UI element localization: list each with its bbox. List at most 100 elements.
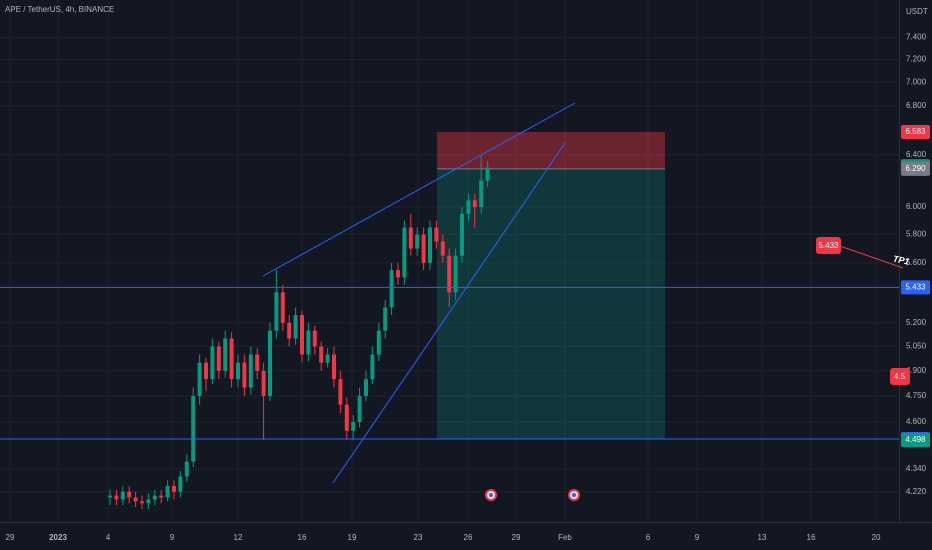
candle-body <box>274 292 279 331</box>
y-tick-label: 4.900 <box>906 366 927 375</box>
x-tick-label: 26 <box>464 533 473 542</box>
candle-body <box>357 396 362 422</box>
candle-body <box>472 200 477 208</box>
currency: USDT <box>906 7 928 16</box>
x-tick-label: 4 <box>106 533 111 542</box>
position-tool <box>437 132 665 440</box>
candle-body <box>268 330 272 397</box>
candle-body <box>332 354 336 380</box>
candle-body <box>447 255 452 293</box>
tp-label: 5.433 <box>818 241 839 250</box>
candle-body <box>204 362 208 380</box>
tp-line <box>839 245 904 269</box>
x-tick-label: 29 <box>512 533 521 542</box>
candles <box>108 154 490 510</box>
candle-body <box>184 461 189 477</box>
tp-text: TP1 <box>892 253 910 266</box>
candle-body <box>453 255 458 293</box>
candle-body <box>351 421 356 431</box>
x-tick-label: 16 <box>298 533 307 542</box>
x-tick-label: 23 <box>414 533 423 542</box>
candle-body <box>312 330 317 347</box>
y-tick-label: 5.600 <box>906 258 927 267</box>
price-label-box <box>901 280 930 295</box>
price-label-box <box>901 433 930 448</box>
target-zone <box>437 168 665 440</box>
y-tick-label: 4.600 <box>906 417 927 426</box>
candle-body <box>364 379 368 397</box>
candle-body <box>120 491 125 500</box>
candle-body <box>466 200 471 214</box>
candle-body <box>159 495 164 498</box>
candle-body <box>108 495 112 498</box>
candle-body <box>280 292 285 323</box>
candle-body <box>127 491 132 498</box>
candle-body <box>229 338 234 380</box>
x-tick-label: 13 <box>758 533 767 542</box>
candle-body <box>133 497 138 502</box>
hidden-label: 4.5 <box>894 372 906 381</box>
x-tick-label: 19 <box>348 533 357 542</box>
price-label: 6.290 <box>905 164 926 173</box>
candle-body <box>338 379 343 405</box>
x-tick-label: 6 <box>646 533 651 542</box>
candle-body <box>114 495 119 500</box>
y-tick-label: 5.800 <box>906 230 927 239</box>
candle-body <box>178 476 183 492</box>
candle-body <box>223 338 228 371</box>
grid <box>0 0 899 522</box>
price-label: 6.583 <box>905 127 926 136</box>
candle-body <box>415 234 420 249</box>
time-axis: 29 2023 4 9 12 16 19 23 26 29 Feb 6 9 13 16 20 <box>6 533 881 542</box>
candle-body <box>389 270 394 308</box>
candle-body <box>197 362 202 397</box>
y-tick-label: 4.220 <box>906 487 927 496</box>
candle-body <box>146 499 151 504</box>
candle-body <box>319 346 324 363</box>
candle-body <box>440 241 445 256</box>
candle-body <box>210 346 215 380</box>
candle-body <box>152 495 157 500</box>
candle-body <box>287 322 292 339</box>
candle-body <box>261 370 266 397</box>
y-tick-label: 6.400 <box>906 150 927 159</box>
candle-body <box>344 404 349 431</box>
price-label: 5.433 <box>905 282 926 291</box>
candle-body <box>293 315 298 339</box>
y-tick-label: 7.200 <box>906 55 927 64</box>
levels <box>0 286 899 440</box>
y-tick-label: 7.000 <box>906 77 927 86</box>
candle-body <box>485 167 490 181</box>
candle-body <box>255 354 260 371</box>
candle-body <box>165 485 170 498</box>
y-tick-label: 5.200 <box>906 318 927 327</box>
candle-body <box>376 330 381 355</box>
y-tick-label: 7.400 <box>906 32 927 41</box>
candle-body <box>428 227 432 263</box>
price-label-box <box>901 161 930 176</box>
event-icon <box>485 489 497 501</box>
candle-body <box>140 501 144 504</box>
x-tick-label: 9 <box>170 533 175 542</box>
candle-body <box>479 180 484 208</box>
candle-body <box>370 354 375 380</box>
x-tick-label: 20 <box>872 533 881 542</box>
candle-body <box>421 234 426 263</box>
candle-body <box>216 346 221 371</box>
x-tick-label: 9 <box>695 533 700 542</box>
candle-body <box>325 354 330 363</box>
y-tick-label: 6.800 <box>906 101 927 110</box>
y-tick-label: 4.750 <box>906 391 927 400</box>
x-tick-label: 29 <box>6 533 15 542</box>
x-tick-label: Feb <box>558 533 572 542</box>
event-icon <box>568 489 580 501</box>
candle-body <box>402 227 407 278</box>
x-tick-label: 16 <box>807 533 816 542</box>
candle-body <box>242 362 247 388</box>
chart-title: APE / TetherUS, 4h, BINANCE <box>5 5 114 14</box>
candle-body <box>396 270 400 278</box>
candle-body <box>383 307 388 331</box>
x-tick-label: 12 <box>234 533 243 542</box>
candle-body <box>434 227 439 242</box>
